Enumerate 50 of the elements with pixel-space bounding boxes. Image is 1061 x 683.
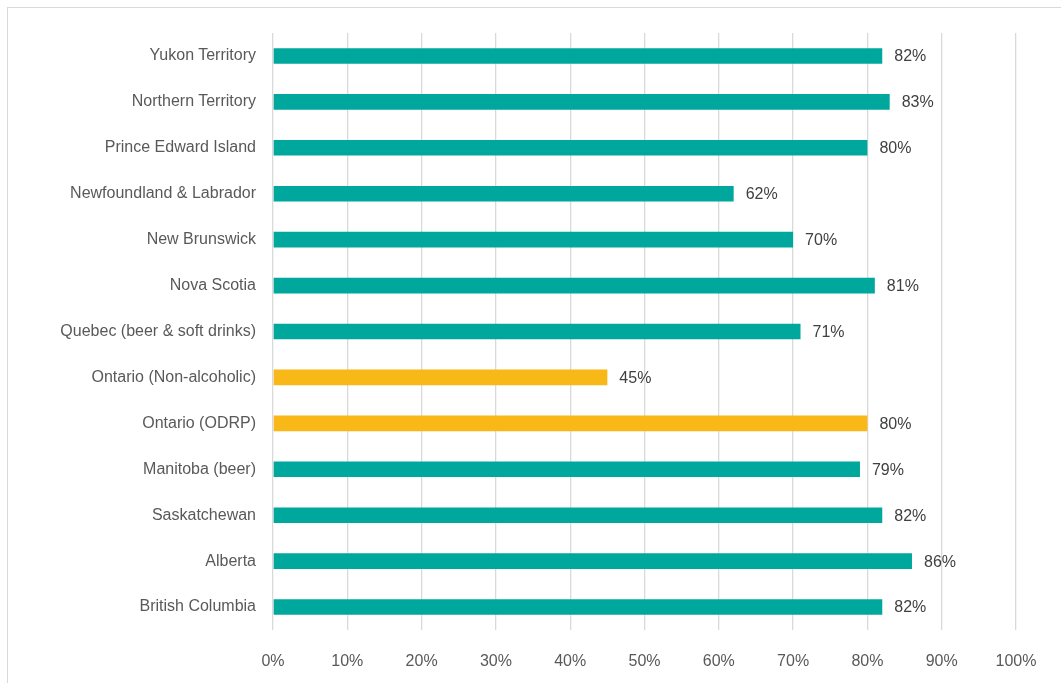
- bar: [273, 185, 734, 202]
- x-tick-label: 90%: [925, 652, 958, 670]
- x-tick-label: 80%: [851, 652, 884, 670]
- y-tick-label: Newfoundland & Labrador: [70, 184, 257, 202]
- x-tick-label: 50%: [628, 652, 661, 670]
- bar: [273, 415, 868, 432]
- x-tick-label: 0%: [261, 652, 285, 670]
- x-tick-label: 100%: [995, 652, 1037, 670]
- y-tick-label: Quebec (beer & soft drinks): [60, 321, 256, 339]
- data-label: 83%: [901, 93, 934, 111]
- data-label: 45%: [619, 368, 652, 386]
- bar: [273, 277, 875, 294]
- bar: [273, 599, 883, 615]
- data-label: 86%: [923, 552, 957, 570]
- y-tick-label: Northern Territory: [131, 92, 256, 110]
- data-label: 71%: [812, 322, 845, 340]
- bar: [273, 461, 860, 478]
- data-label: 80%: [879, 414, 912, 432]
- y-tick-label: Prince Edward Island: [104, 138, 256, 156]
- x-tick-label: 30%: [479, 652, 512, 670]
- data-label: 80%: [879, 139, 912, 157]
- bar: [273, 323, 801, 340]
- bar: [273, 140, 868, 156]
- bar: [273, 231, 794, 248]
- x-tick-label: 60%: [702, 652, 735, 670]
- bar: [273, 507, 883, 523]
- x-tick-label: 40%: [554, 652, 587, 670]
- y-tick-label: Yukon Territory: [149, 46, 256, 64]
- data-label: 62%: [745, 185, 778, 203]
- data-label: 79%: [871, 460, 904, 478]
- bar: [273, 48, 883, 64]
- y-tick-label: Nova Scotia: [169, 275, 257, 293]
- data-label: 81%: [886, 276, 919, 294]
- x-tick-label: 10%: [331, 652, 364, 670]
- x-tick-label: 20%: [405, 652, 438, 670]
- data-label: 82%: [894, 47, 927, 65]
- x-tick-label: 70%: [777, 652, 810, 670]
- y-tick-label: British Columbia: [139, 597, 257, 615]
- y-tick-label: Ontario (ODRP): [142, 413, 256, 431]
- y-tick-label: Ontario (Non-alcoholic): [91, 367, 256, 385]
- data-label: 70%: [805, 231, 838, 249]
- y-tick-label: New Brunswick: [146, 230, 257, 248]
- bar: [273, 369, 608, 386]
- y-tick-label: Manitoba (beer): [143, 459, 256, 477]
- data-label: 82%: [894, 506, 927, 524]
- bar: [273, 553, 912, 569]
- y-tick-label: Saskatchewan: [151, 505, 256, 523]
- data-label: 82%: [894, 598, 927, 616]
- bar: [273, 94, 890, 110]
- y-tick-label: Alberta: [205, 551, 257, 569]
